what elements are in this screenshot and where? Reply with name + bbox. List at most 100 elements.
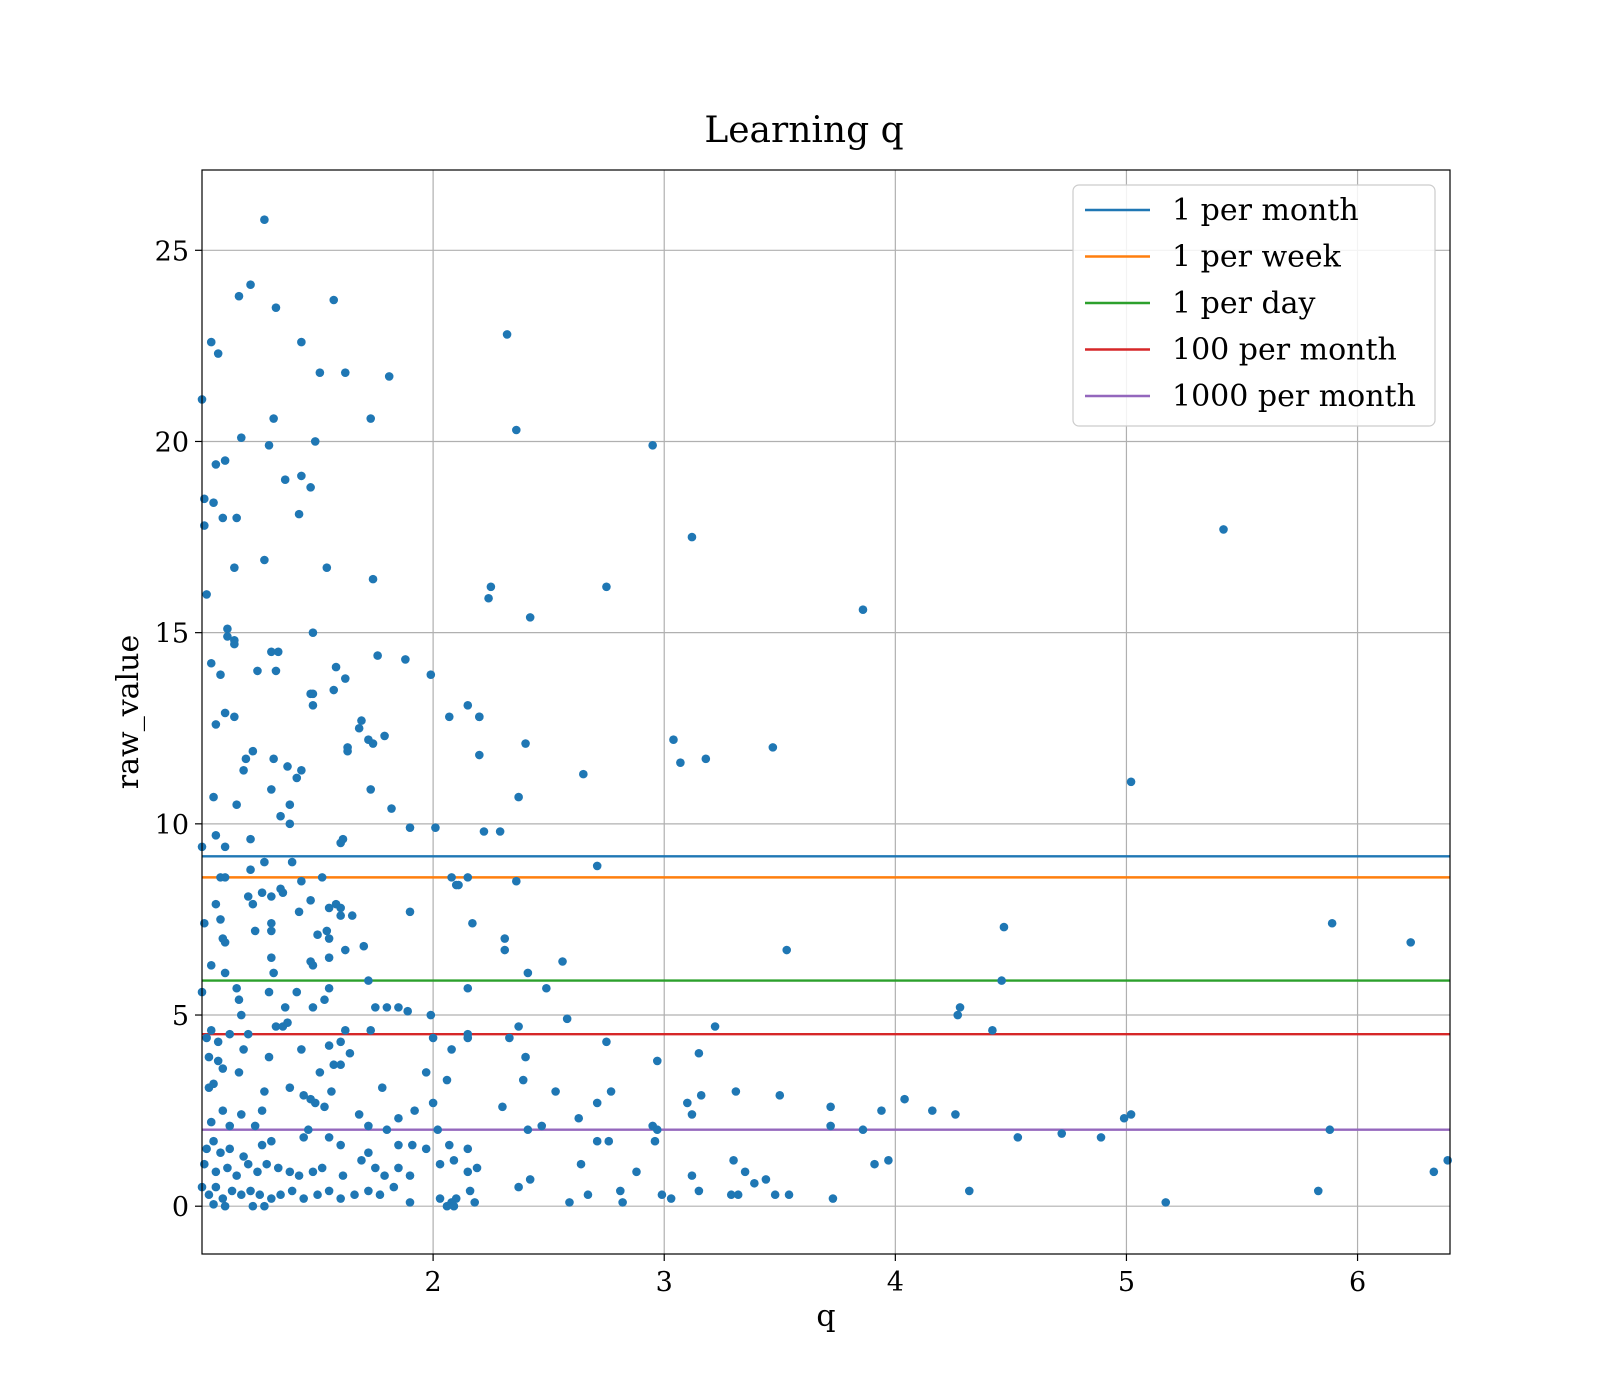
scatter-point bbox=[521, 739, 530, 748]
scatter-point bbox=[248, 1201, 258, 1211]
scatter-point bbox=[220, 1201, 230, 1211]
scatter-point bbox=[260, 215, 269, 225]
scatter-point bbox=[243, 1029, 253, 1039]
scatter-point bbox=[988, 1026, 997, 1035]
scatter-point bbox=[260, 1201, 269, 1211]
scatter-point bbox=[297, 766, 306, 775]
scatter-point bbox=[239, 1152, 248, 1161]
scatter-point bbox=[354, 1110, 364, 1119]
scatter-point bbox=[234, 291, 244, 301]
scatter-point bbox=[230, 563, 239, 572]
scatter-point bbox=[269, 414, 278, 423]
scatter-point bbox=[283, 762, 292, 771]
scatter-point bbox=[558, 957, 567, 966]
scatter-point bbox=[320, 995, 329, 1005]
scatter-point bbox=[206, 1117, 216, 1127]
scatter-point bbox=[484, 593, 493, 603]
scatter-point bbox=[246, 865, 255, 875]
scatter-point bbox=[280, 1003, 290, 1012]
scatter-point bbox=[687, 1110, 697, 1119]
scatter-point bbox=[204, 1052, 214, 1062]
legend-label: 1000 per month bbox=[1172, 379, 1416, 414]
scatter-point bbox=[232, 1171, 241, 1180]
scatter-point bbox=[652, 1125, 662, 1135]
scatter-point bbox=[521, 1052, 530, 1062]
scatter-point bbox=[449, 1201, 459, 1211]
scatter-point bbox=[218, 1194, 228, 1203]
scatter-point bbox=[463, 1167, 473, 1177]
scatter-point bbox=[676, 758, 685, 767]
scatter-point bbox=[267, 647, 276, 657]
scatter-points bbox=[197, 215, 1452, 1211]
scatter-point bbox=[310, 437, 320, 446]
scatter-point bbox=[308, 1003, 318, 1012]
scatter-point bbox=[320, 1102, 329, 1112]
scatter-point bbox=[271, 1022, 281, 1031]
scatter-point bbox=[498, 1102, 507, 1112]
scatter-point bbox=[877, 1106, 886, 1115]
scatter-point bbox=[928, 1106, 937, 1115]
scatter-point bbox=[336, 903, 345, 913]
scatter-point bbox=[220, 842, 230, 852]
scatter-point bbox=[285, 819, 295, 829]
scatter-point bbox=[327, 1087, 336, 1096]
scatter-point bbox=[447, 873, 456, 882]
scatter-point bbox=[405, 823, 415, 832]
scatter-point bbox=[347, 911, 357, 920]
scatter-point bbox=[500, 945, 510, 955]
scatter-point bbox=[405, 1171, 415, 1180]
scatter-point bbox=[336, 1140, 345, 1150]
scatter-point bbox=[257, 1140, 267, 1150]
scatter-point bbox=[999, 922, 1009, 932]
scatter-point bbox=[1096, 1133, 1106, 1142]
scatter-point bbox=[213, 349, 223, 358]
scatter-point bbox=[236, 1110, 246, 1119]
scatter-point bbox=[368, 574, 378, 584]
legend-label: 1 per day bbox=[1172, 286, 1316, 321]
scatter-point bbox=[562, 1014, 572, 1024]
scatter-point bbox=[514, 1182, 523, 1192]
scatter-point bbox=[371, 1163, 380, 1173]
scatter-point bbox=[465, 1186, 475, 1196]
scatter-point bbox=[299, 1194, 308, 1203]
scatter-point bbox=[225, 1144, 235, 1154]
scatter-point bbox=[211, 831, 221, 840]
scatter-point bbox=[278, 888, 288, 897]
scatter-point bbox=[234, 995, 244, 1005]
scatter-point bbox=[470, 1198, 480, 1207]
scatter-point bbox=[953, 1010, 963, 1020]
scatter-point bbox=[225, 1029, 235, 1039]
scatter-point bbox=[405, 1198, 415, 1207]
scatter-point bbox=[394, 1113, 403, 1123]
scatter-point bbox=[828, 1194, 838, 1203]
scatter-point bbox=[324, 903, 334, 913]
y-tick-label: 15 bbox=[155, 619, 189, 650]
scatter-point bbox=[375, 1190, 385, 1200]
scatter-point bbox=[331, 662, 341, 672]
scatter-point bbox=[574, 1113, 584, 1123]
scatter-point bbox=[775, 1091, 785, 1100]
x-tick-label: 4 bbox=[887, 1267, 904, 1298]
scatter-point bbox=[523, 1125, 533, 1135]
scatter-point bbox=[232, 800, 241, 810]
reference-lines bbox=[202, 855, 1450, 1131]
scatter-point bbox=[338, 1171, 348, 1180]
scatter-point bbox=[264, 441, 274, 450]
y-axis-label: raw_value bbox=[111, 635, 146, 789]
scatter-point bbox=[687, 1171, 697, 1180]
scatter-point bbox=[294, 907, 304, 917]
scatter-point bbox=[784, 1190, 794, 1200]
x-tick-label: 3 bbox=[656, 1267, 673, 1298]
scatter-point bbox=[267, 785, 276, 794]
scatter-point bbox=[602, 1037, 611, 1047]
scatter-point bbox=[433, 1125, 443, 1135]
scatter-point bbox=[267, 926, 276, 936]
scatter-point bbox=[317, 873, 327, 882]
scatter-point bbox=[542, 983, 551, 993]
scatter-point bbox=[260, 857, 269, 867]
scatter-point bbox=[382, 1003, 392, 1012]
scatter-point bbox=[687, 532, 697, 542]
scatter-point bbox=[260, 1087, 269, 1096]
scatter-point bbox=[246, 1186, 255, 1196]
